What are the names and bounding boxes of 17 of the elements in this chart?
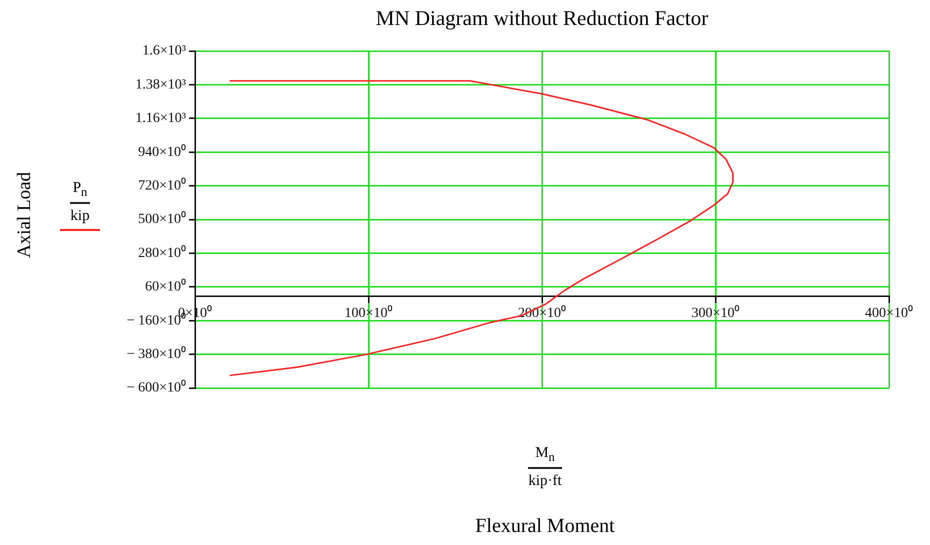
y-tick-label: 500×10⁰ <box>138 211 186 228</box>
text: M$_{n}$ <box>528 445 562 469</box>
text: kip·ft <box>528 472 562 490</box>
chart-title: MN Diagram without Reduction Factor <box>374 6 710 31</box>
y-tick-label: − 380×10⁰ <box>126 346 186 362</box>
y-tick-label: 1.38×10³ <box>135 77 186 92</box>
text: kip <box>70 207 90 225</box>
y-tick-label: 720×10⁰ <box>138 177 186 194</box>
y-tick-label: − 600×10⁰ <box>126 380 186 396</box>
text: Flexural Moment <box>474 515 616 538</box>
y-tick-label: 1.6×10³ <box>142 44 186 59</box>
y-axis-title: Axial Load <box>14 172 36 258</box>
y-tick-label: 280×10⁰ <box>138 244 186 261</box>
y-tick-label: 60×10⁰ <box>145 278 186 295</box>
y-tick-label: 1.16×10³ <box>135 111 186 126</box>
y-tick-label: 940×10⁰ <box>138 144 186 160</box>
text: P$_{n}$ <box>70 180 90 204</box>
